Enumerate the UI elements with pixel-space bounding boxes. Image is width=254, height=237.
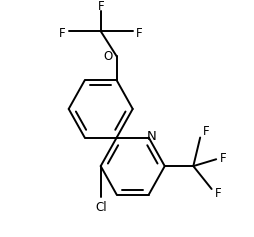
Text: O: O	[103, 50, 112, 63]
Text: F: F	[136, 27, 143, 40]
Text: N: N	[147, 130, 157, 143]
Text: Cl: Cl	[95, 201, 106, 214]
Text: F: F	[97, 0, 104, 13]
Text: F: F	[58, 27, 65, 40]
Text: F: F	[220, 152, 226, 165]
Text: F: F	[203, 125, 209, 138]
Text: F: F	[215, 187, 222, 200]
